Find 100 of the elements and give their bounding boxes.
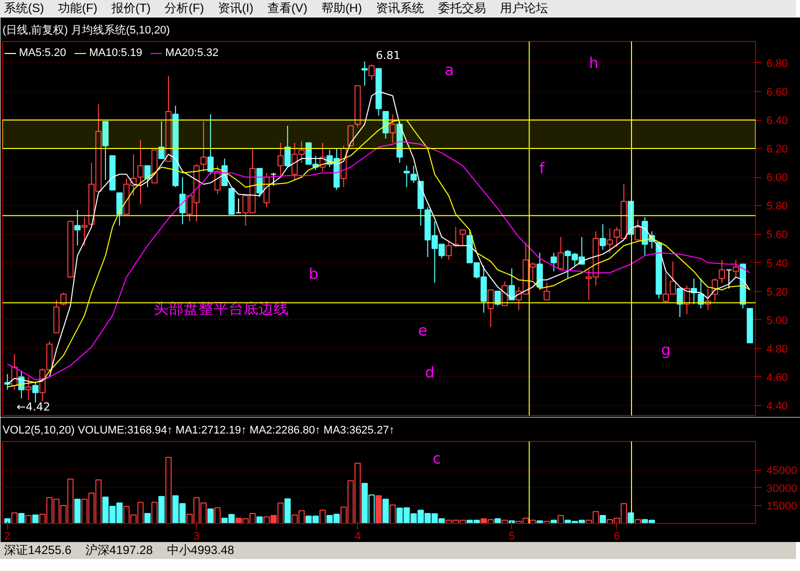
bar	[74, 498, 81, 524]
candlestick	[390, 114, 396, 144]
bar	[558, 515, 564, 524]
candlestick	[698, 278, 704, 309]
candlestick	[494, 290, 501, 306]
candlestick	[544, 282, 550, 300]
annotation: 6.81	[376, 48, 400, 62]
candlestick	[676, 288, 683, 318]
text: 功能(F)	[58, 1, 98, 15]
bar	[25, 515, 32, 524]
text: 资讯系统	[376, 1, 424, 15]
candlestick	[558, 236, 564, 269]
bar	[18, 513, 25, 524]
y-tick-label: 6.40	[766, 115, 788, 128]
legend-label: MA20:5.32	[165, 47, 218, 59]
bar	[319, 510, 326, 524]
bar	[502, 520, 508, 524]
bar	[376, 495, 382, 524]
text: 委托交易	[438, 1, 486, 15]
y-tick-label: 6.80	[766, 58, 788, 70]
chart-title: (日线,前复权) 月均线系统(5,10,20)	[2, 24, 170, 36]
candlestick	[32, 382, 39, 404]
y-tick-label: 6.20	[766, 144, 788, 156]
x-tick-label: 6	[614, 530, 620, 542]
annotation: e	[418, 321, 428, 340]
y-tick-label: 6.00	[766, 172, 788, 184]
candlestick	[536, 252, 543, 290]
candlestick	[284, 125, 291, 168]
bar	[390, 504, 396, 524]
bar	[144, 513, 151, 524]
y-tick-label: 45000	[766, 465, 798, 478]
y-tick-label: 6.60	[766, 86, 788, 98]
x-tick-label: 5	[508, 530, 515, 542]
candlestick	[235, 198, 242, 214]
bar	[214, 507, 221, 524]
bar	[207, 508, 214, 524]
candlestick	[634, 219, 641, 240]
text: 帮助(H)	[321, 1, 362, 15]
bar	[158, 496, 165, 524]
candlestick	[404, 165, 410, 188]
candlestick	[270, 172, 277, 186]
text: 系统(S)	[4, 1, 44, 15]
annotation: d	[425, 364, 435, 382]
bar	[544, 520, 550, 524]
text: 报价(T)	[111, 1, 151, 15]
candlestick	[726, 269, 732, 289]
candlestick	[732, 259, 740, 278]
legend-label: MA5:5.20	[19, 47, 66, 59]
y-tick-label: 5.20	[766, 286, 788, 298]
candlestick	[144, 165, 151, 188]
legend-label: MA10:5.19	[89, 47, 142, 59]
bar	[11, 512, 18, 524]
annotation: f	[539, 160, 546, 178]
annotation: h	[588, 54, 598, 72]
candlestick	[488, 289, 494, 328]
text: 查看(V)	[267, 1, 308, 15]
y-tick-label: 5.00	[766, 314, 788, 327]
bar	[284, 498, 291, 524]
text: 中小4993.48	[166, 543, 234, 557]
candlestick	[179, 176, 186, 225]
annotation: c	[432, 449, 441, 468]
text: 深证14255.6	[4, 543, 72, 557]
text: 分析(F)	[164, 1, 204, 15]
annotation: b	[308, 265, 318, 284]
text: 沪深4197.28	[85, 543, 153, 557]
x-tick-label: 3	[193, 530, 200, 542]
y-tick-label: 5.60	[766, 229, 788, 242]
bar	[165, 456, 172, 524]
annotation: a	[444, 61, 454, 80]
candlestick	[382, 110, 389, 140]
x-tick-label: 4	[354, 530, 361, 542]
candlestick	[684, 285, 690, 315]
text: 资讯(I)	[218, 1, 254, 15]
candlestick	[158, 120, 165, 160]
candlestick	[277, 142, 284, 178]
text: 用户论坛	[500, 1, 548, 15]
bar	[634, 519, 641, 524]
candlestick	[74, 209, 81, 246]
annotation: ←4.42	[16, 400, 50, 414]
bar	[32, 514, 39, 524]
y-tick-label: 4.40	[766, 400, 788, 413]
y-tick-label: 5.80	[766, 200, 788, 213]
candlestick	[460, 229, 466, 246]
bar	[151, 502, 158, 524]
candlestick	[25, 376, 32, 400]
y-tick-label: 15000	[766, 500, 798, 513]
bar	[600, 515, 606, 524]
candlestick	[81, 216, 88, 246]
y-tick-label: 5.40	[766, 258, 788, 270]
candlestick	[362, 60, 368, 86]
candlestick	[137, 139, 144, 205]
candlestick	[410, 165, 417, 184]
candlestick	[550, 252, 557, 272]
candlestick	[606, 228, 613, 254]
bar	[382, 498, 389, 524]
candlestick	[207, 114, 214, 175]
y-tick-label: 4.80	[766, 343, 788, 356]
candlestick	[200, 120, 207, 172]
candlestick	[508, 268, 515, 300]
candlestick	[718, 259, 726, 284]
